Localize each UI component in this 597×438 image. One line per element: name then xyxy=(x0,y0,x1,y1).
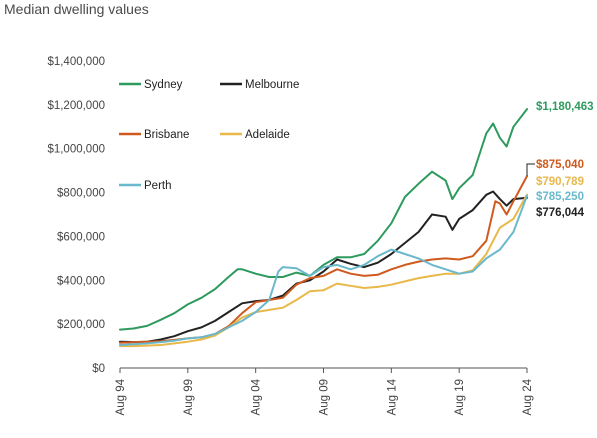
end-label-perth: $785,250 xyxy=(536,191,584,203)
series-lines xyxy=(119,108,528,348)
x-tick-label: Aug 99 xyxy=(183,379,195,415)
legend-label-sydney: Sydney xyxy=(144,79,183,91)
end-label-sydney: $1,180,463 xyxy=(536,101,594,113)
series-line-sydney xyxy=(119,108,528,331)
legend-label-brisbane: Brisbane xyxy=(144,129,189,141)
series-line-brisbane xyxy=(119,175,528,344)
x-tick-label: Aug 19 xyxy=(454,379,466,415)
end-label-melbourne: $776,044 xyxy=(536,207,585,219)
x-tick-label: Aug 09 xyxy=(319,379,331,415)
legend-label-melbourne: Melbourne xyxy=(245,79,299,91)
x-tick-label: Aug 24 xyxy=(522,378,534,415)
end-label-brisbane: $875,040 xyxy=(536,159,584,171)
y-axis: $0 $200,000 $400,000 $600,000 $800,000 $1,000… xyxy=(47,56,105,375)
y-tick-label: $1,000,000 xyxy=(47,144,105,156)
series-line-perth xyxy=(119,194,528,346)
y-tick-label: $0 xyxy=(92,363,105,375)
x-tick-label: Aug 14 xyxy=(386,378,398,415)
y-tick-label: $1,200,000 xyxy=(47,100,105,112)
y-tick-label: $1,400,000 xyxy=(47,56,105,68)
y-tick-label: $600,000 xyxy=(57,231,105,243)
legend-label-perth: Perth xyxy=(144,180,172,192)
y-tick-label: $800,000 xyxy=(57,188,105,200)
legend: Sydney Melbourne Brisbane Adelaide Perth xyxy=(119,79,299,192)
y-tick-label: $200,000 xyxy=(57,319,105,331)
series-line-melbourne xyxy=(119,190,528,344)
x-tick-label: Aug 04 xyxy=(251,378,263,415)
legend-label-adelaide: Adelaide xyxy=(245,129,290,141)
chart-title: Median dwelling values xyxy=(4,1,149,17)
end-labels: $1,180,463 $776,044 $875,040 $790,789 $785,2… xyxy=(526,101,594,219)
x-axis: Aug 94 Aug 99 Aug 04 Aug 09 Aug 14 Aug 19 Aug … xyxy=(115,367,534,415)
y-tick-label: $400,000 xyxy=(57,275,105,287)
end-label-adelaide: $790,789 xyxy=(536,176,584,188)
x-tick-label: Aug 94 xyxy=(115,378,127,415)
end-label-leader xyxy=(526,163,535,177)
